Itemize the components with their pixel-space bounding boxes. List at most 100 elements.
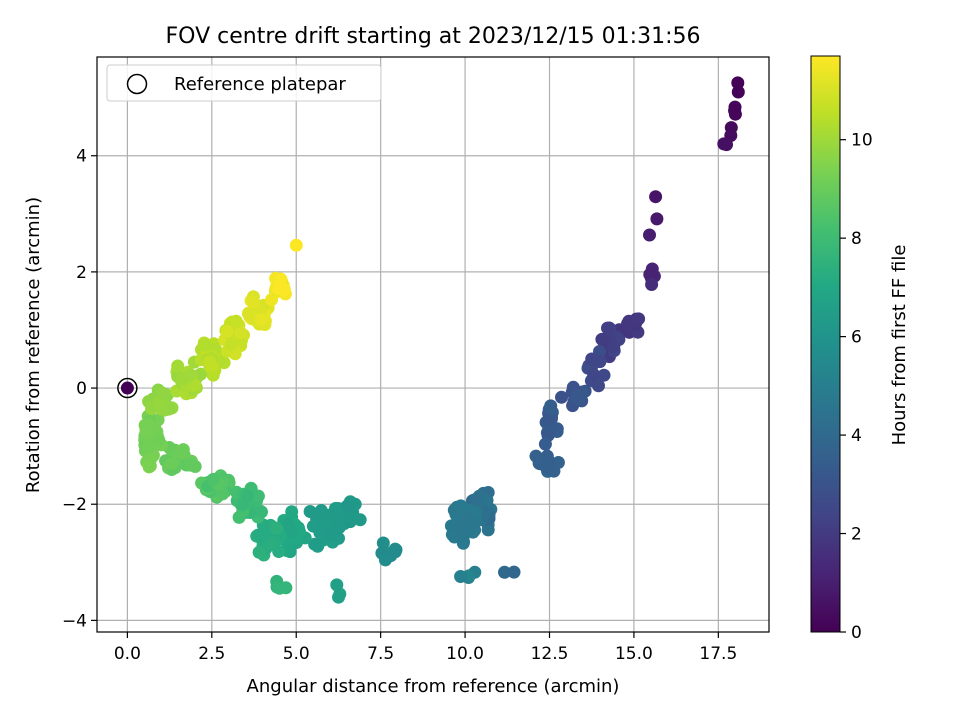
y-axis-label: Rotation from reference (arcmin) (23, 197, 44, 493)
data-point (481, 523, 495, 537)
data-point (480, 493, 494, 507)
data-point (224, 338, 238, 352)
x-axis: 0.0 2.5 5.0 7.5 10.0 12.5 15.0 17.5 (114, 632, 737, 664)
data-point (643, 268, 657, 281)
data-point (142, 418, 156, 432)
data-point (285, 505, 299, 519)
y-tick-label: 0 (76, 379, 87, 399)
y-axis: −4 −2 0 2 4 (62, 147, 97, 631)
data-point (282, 518, 296, 531)
data-point (720, 138, 733, 152)
colorbar-tick-label: 8 (851, 229, 862, 249)
x-tick-label: 17.5 (699, 644, 737, 664)
reference-marker (117, 377, 138, 399)
data-point (330, 578, 344, 592)
reference-point (120, 381, 134, 395)
data-point (247, 295, 260, 309)
colorbar-tick-label: 6 (851, 328, 862, 348)
data-point (206, 472, 220, 486)
data-points (138, 76, 745, 604)
x-tick-label: 7.5 (367, 644, 394, 664)
data-point (376, 536, 390, 550)
data-point (460, 511, 474, 525)
data-point (188, 460, 202, 473)
data-point (570, 389, 584, 403)
x-tick-label: 12.5 (531, 644, 569, 664)
data-point (498, 565, 511, 579)
data-point (378, 553, 392, 567)
data-point (455, 525, 469, 539)
data-point (332, 590, 345, 604)
data-point (203, 355, 217, 369)
data-point (643, 228, 656, 242)
colorbar-tick-label: 2 (851, 525, 862, 545)
data-point (326, 507, 340, 521)
chart-title: FOV centre drift starting at 2023/12/15 … (166, 24, 701, 49)
data-point (324, 528, 338, 541)
legend: Reference platepar (106, 64, 382, 102)
data-point (155, 386, 169, 400)
data-point (274, 272, 288, 286)
data-point (555, 390, 568, 404)
data-point (314, 504, 328, 517)
data-point (234, 326, 248, 340)
data-point (252, 545, 266, 559)
data-point (165, 457, 179, 471)
data-point (308, 537, 322, 551)
data-point (273, 581, 287, 595)
x-tick-label: 5.0 (283, 644, 310, 664)
data-point (188, 378, 202, 392)
reference-ring-icon (117, 377, 138, 399)
legend-box (106, 64, 382, 102)
x-tick-label: 10.0 (446, 644, 484, 664)
data-point (542, 412, 556, 426)
data-point (470, 492, 484, 506)
data-point (241, 489, 254, 503)
data-point (592, 379, 605, 393)
data-point (254, 313, 268, 327)
data-point (303, 505, 317, 518)
legend-marker-icon (126, 73, 148, 95)
data-point (621, 316, 635, 330)
data-point (607, 340, 621, 354)
x-tick-label: 0.0 (114, 644, 141, 664)
data-point (143, 459, 157, 473)
data-point (649, 190, 663, 204)
data-point (183, 368, 197, 382)
data-point (590, 354, 603, 368)
colorbar-label: Hours from first FF file (889, 245, 910, 446)
data-point (270, 521, 283, 535)
data-point (332, 520, 346, 534)
data-point (645, 278, 659, 291)
data-point (454, 570, 468, 583)
colorbar-ticks: 0 2 4 6 8 10 (840, 131, 873, 643)
colorbar-tick-label: 4 (851, 426, 862, 446)
data-point (587, 368, 601, 382)
data-point (265, 538, 279, 551)
data-point (229, 314, 243, 328)
data-point (176, 446, 190, 460)
x-tick-label: 15.0 (615, 644, 653, 664)
data-point (198, 338, 212, 352)
colorbar-gradient (810, 55, 841, 633)
data-point (152, 433, 166, 447)
legend-label: Reference platepar (174, 74, 346, 95)
data-point (544, 402, 558, 416)
data-point (273, 282, 287, 296)
data-point (595, 332, 609, 346)
y-tick-label: 2 (76, 263, 87, 283)
data-point (731, 85, 745, 99)
data-point (650, 212, 664, 226)
y-tick-label: −4 (62, 611, 87, 631)
data-point (728, 100, 742, 114)
data-point (538, 437, 552, 451)
data-point (507, 565, 521, 579)
data-point (597, 368, 611, 382)
data-point (171, 359, 185, 373)
y-tick-label: 4 (76, 147, 87, 167)
data-point (220, 324, 234, 338)
data-point (539, 460, 553, 474)
grid-lines (97, 57, 769, 632)
colorbar-tick-label: 10 (851, 131, 873, 151)
